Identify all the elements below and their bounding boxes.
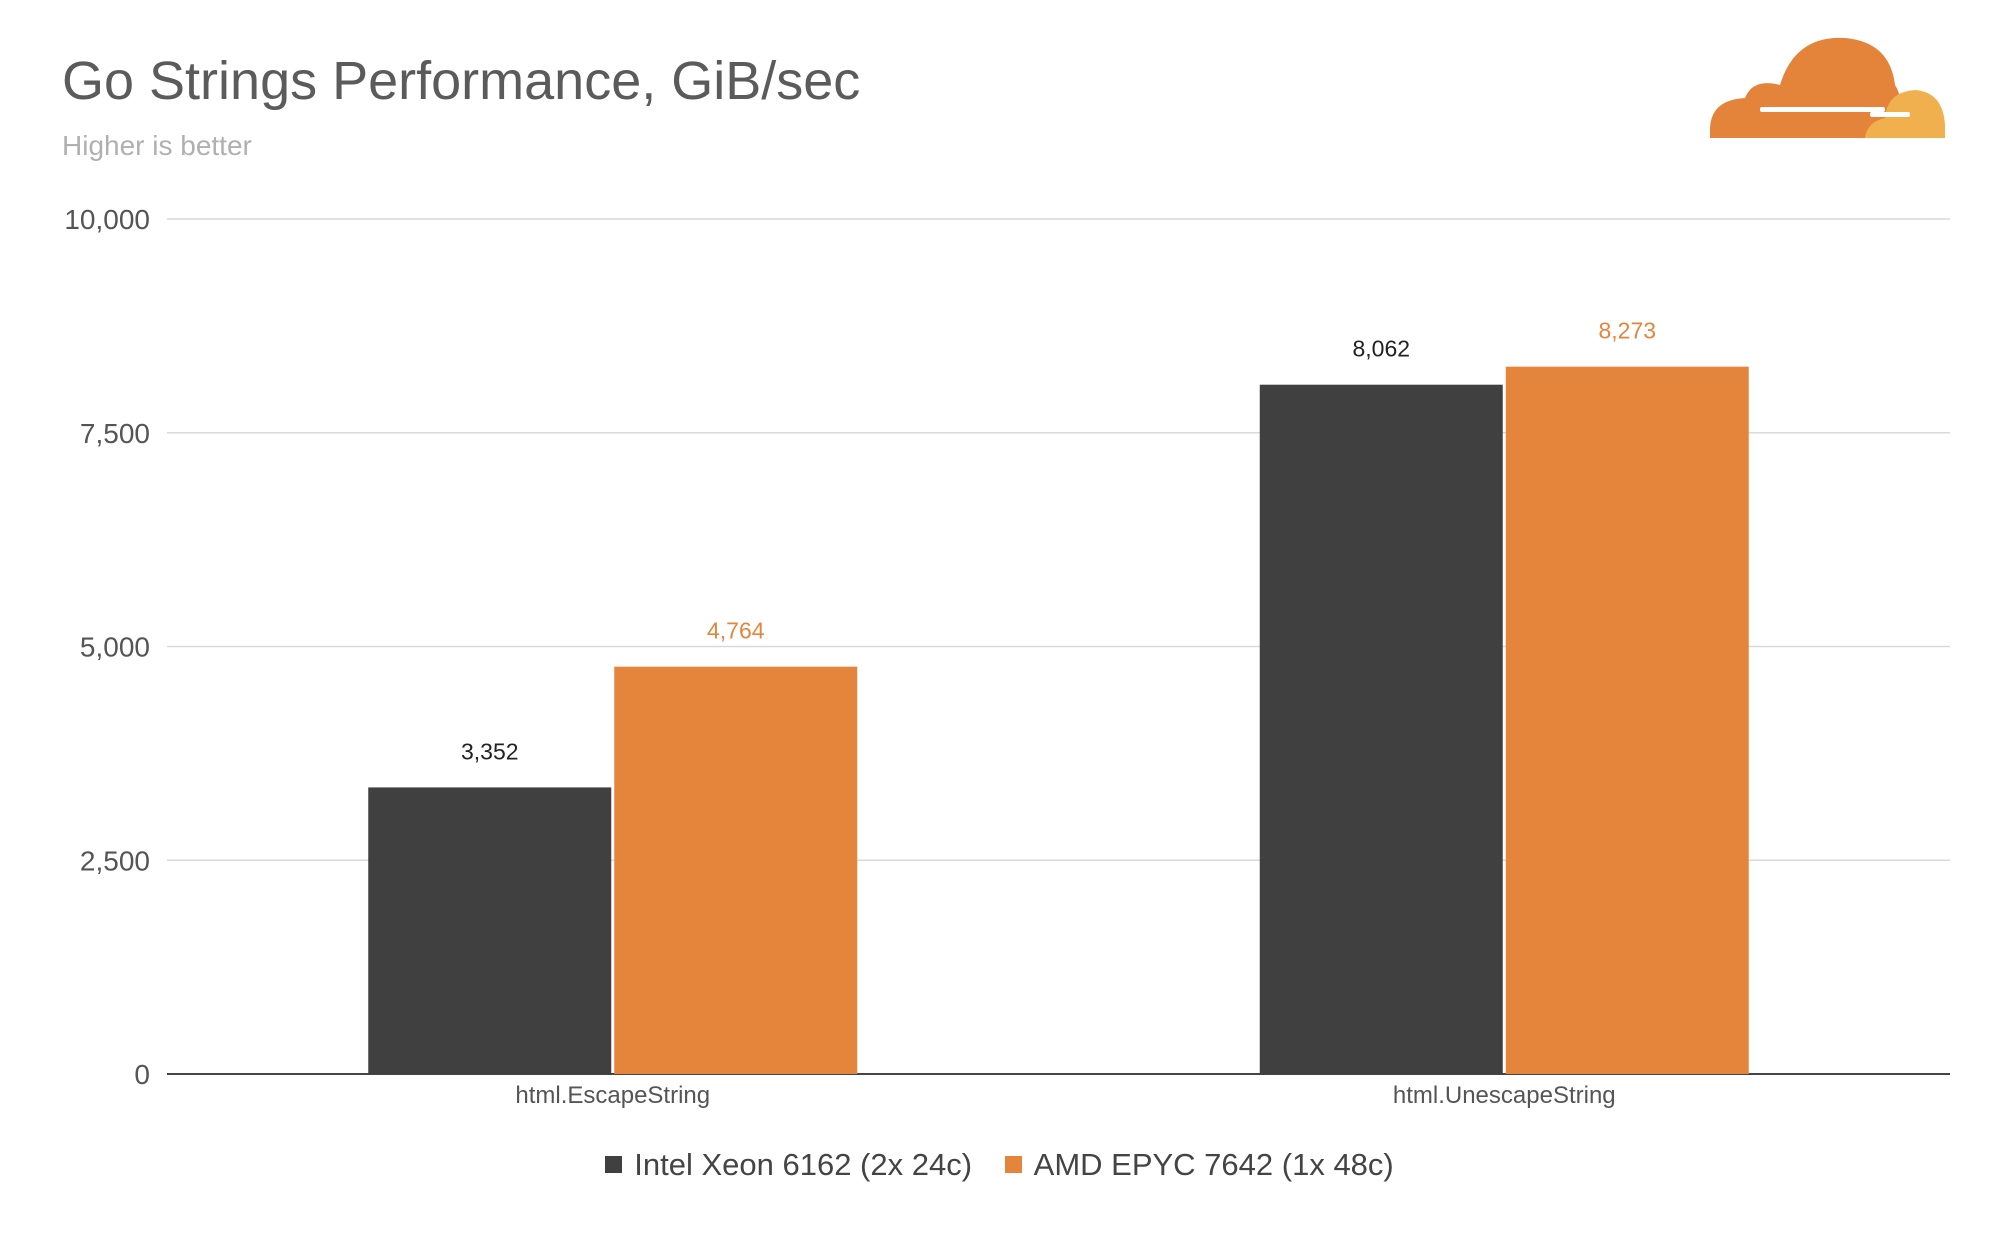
x-tick-label: html.UnescapeString bbox=[1393, 1082, 1616, 1109]
legend-label-intel: Intel Xeon 6162 (2x 24c) bbox=[634, 1146, 973, 1182]
data-label: 4,764 bbox=[707, 618, 765, 644]
legend-item-amd: AMD EPYC 7642 (1x 48c) bbox=[1004, 1146, 1394, 1183]
chart-title: Go Strings Performance, GiB/sec bbox=[62, 51, 861, 111]
legend-item-intel: Intel Xeon 6162 (2x 24c) bbox=[605, 1147, 972, 1183]
y-tick-label: 5,000 bbox=[80, 632, 150, 663]
data-label: 8,273 bbox=[1598, 318, 1656, 344]
y-tick-label: 0 bbox=[134, 1059, 150, 1090]
data-label: 3,352 bbox=[461, 738, 519, 764]
y-tick-label: 2,500 bbox=[80, 845, 150, 876]
legend: Intel Xeon 6162 (2x 24c) AMD EPYC 7642 (… bbox=[0, 1145, 1999, 1183]
data-label: 8,062 bbox=[1352, 336, 1410, 362]
chart-subtitle: Higher is better bbox=[62, 130, 252, 161]
bar bbox=[614, 666, 858, 1074]
cloudflare-cloud-icon bbox=[1710, 37, 1945, 139]
bar bbox=[368, 787, 612, 1074]
bar-chart: 0 2,500 5,000 7,500 10,000 3,352 4,764 html.Esc… bbox=[64, 204, 1950, 1109]
y-tick-label: 7,500 bbox=[80, 418, 150, 449]
legend-swatch-amd bbox=[1004, 1156, 1022, 1173]
bar bbox=[1259, 384, 1503, 1075]
x-tick-label: html.EscapeString bbox=[515, 1082, 710, 1109]
y-tick-label: 10,000 bbox=[64, 204, 150, 235]
legend-swatch-intel bbox=[605, 1156, 623, 1173]
bar bbox=[1505, 366, 1749, 1074]
legend-label-amd: AMD EPYC 7642 (1x 48c) bbox=[1033, 1146, 1394, 1182]
